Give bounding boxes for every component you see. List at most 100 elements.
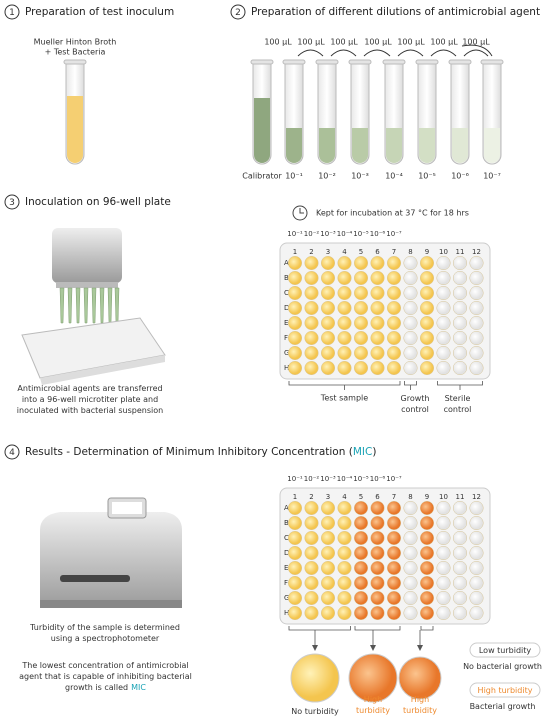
- well: [403, 315, 418, 331]
- caption: Antimicrobial agents are transferred int…: [16, 384, 164, 415]
- well: [353, 515, 369, 531]
- bracket: [354, 626, 401, 648]
- well: [337, 515, 352, 531]
- well: [370, 560, 385, 576]
- transfer-label: 100 µL: [297, 38, 325, 47]
- spectrophotometer: [40, 497, 182, 608]
- well: [304, 560, 319, 576]
- tube-liquid: [352, 128, 368, 163]
- well: [386, 500, 402, 516]
- well: [403, 515, 418, 531]
- transfer-label: 100 µL: [462, 38, 490, 47]
- well: [320, 300, 336, 316]
- column-number: 2: [309, 493, 313, 501]
- transfer-arrow: [463, 49, 489, 57]
- well: [386, 285, 402, 301]
- tube-label: 10⁻⁵: [418, 172, 436, 181]
- pipette-illustration: [21, 228, 166, 385]
- well: [353, 545, 369, 561]
- column-number: 5: [359, 248, 363, 256]
- well: [386, 515, 402, 531]
- well: [436, 545, 451, 561]
- well: [452, 575, 468, 591]
- well: [452, 285, 468, 301]
- caption-mic: MIC: [131, 683, 146, 692]
- column-number: 7: [392, 248, 396, 256]
- tube-rim: [348, 59, 372, 65]
- tube-liquid: [254, 98, 270, 163]
- title-mic: MIC: [353, 446, 373, 458]
- step-number: 4: [9, 448, 15, 458]
- well: [469, 255, 484, 271]
- well: [386, 530, 402, 546]
- tube-label: Calibrator: [242, 172, 282, 181]
- well: [304, 285, 319, 301]
- well: [370, 360, 385, 376]
- well: [452, 315, 468, 331]
- well: [469, 360, 484, 376]
- well: [436, 270, 451, 286]
- dilution-label: 10⁻³: [320, 230, 336, 238]
- tube-liquid: [286, 128, 302, 163]
- well: [419, 575, 435, 591]
- well: [337, 315, 352, 331]
- dilution-label: 10⁻³: [320, 475, 336, 483]
- well: [419, 315, 435, 331]
- well: [452, 545, 468, 561]
- tube-label: 10⁻²: [318, 172, 336, 181]
- dilution-label: 10⁻⁶: [370, 230, 386, 238]
- dilution-label: 10⁻⁷: [386, 230, 402, 238]
- well: [469, 500, 484, 516]
- well: [419, 545, 435, 561]
- well: [436, 315, 451, 331]
- tube-rim: [250, 59, 274, 65]
- well: [403, 270, 418, 286]
- well: [436, 255, 451, 271]
- transfer-arrow: [297, 49, 324, 57]
- row-letter: E: [284, 319, 288, 327]
- well: [403, 530, 418, 546]
- well: [469, 545, 484, 561]
- inoculum-tube: [63, 59, 87, 165]
- column-number: 3: [326, 248, 330, 256]
- well: [320, 500, 336, 516]
- transfer-label: 100 µL: [264, 38, 292, 47]
- well: [469, 575, 484, 591]
- step-title: Preparation of test inoculum: [25, 6, 174, 18]
- well: [320, 575, 336, 591]
- tube-liquid: [319, 128, 335, 163]
- well: [320, 360, 336, 376]
- well: [337, 530, 352, 546]
- well: [386, 330, 402, 346]
- well: [337, 270, 352, 286]
- well: [370, 515, 385, 531]
- well: [353, 315, 369, 331]
- result-label: High turbidity: [356, 695, 390, 715]
- well: [419, 330, 435, 346]
- well: [320, 545, 336, 561]
- transfer-label: 100 µL: [330, 38, 358, 47]
- arrow-head: [417, 645, 423, 651]
- well: [304, 315, 319, 331]
- well: [370, 575, 385, 591]
- row-letter: A: [284, 504, 289, 512]
- column-number: 9: [425, 493, 429, 501]
- caption: Turbidity of the sample is determined us…: [30, 623, 180, 643]
- well: [436, 530, 451, 546]
- title-part: ): [372, 446, 376, 458]
- step-title: Results - Determination of Minimum Inhib…: [25, 446, 376, 458]
- well: [386, 270, 402, 286]
- clock-icon: [292, 205, 308, 221]
- well: [419, 560, 435, 576]
- well: [337, 575, 352, 591]
- bracket: [437, 381, 483, 390]
- row-letter: B: [284, 519, 289, 527]
- step-title: Inoculation on 96-well plate: [25, 196, 171, 208]
- well: [304, 360, 319, 376]
- row-letter: A: [284, 259, 289, 267]
- tube-rim: [480, 59, 504, 65]
- well: [403, 345, 418, 361]
- well: [337, 300, 352, 316]
- well: [320, 605, 336, 621]
